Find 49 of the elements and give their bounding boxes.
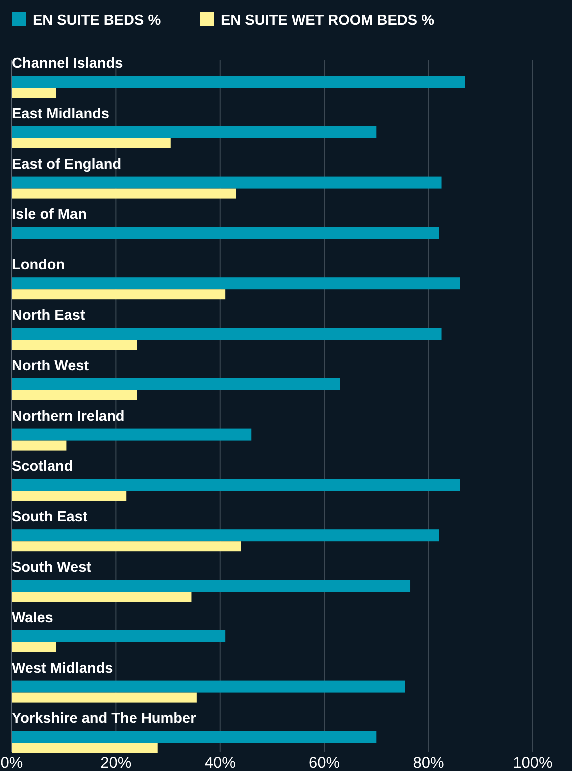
x-tick-label: 0% — [0, 755, 24, 771]
y-tick-label: East of England — [12, 156, 122, 173]
bar — [12, 390, 138, 400]
bar — [12, 88, 56, 98]
bar — [12, 580, 411, 592]
y-tick-label: South West — [12, 560, 92, 576]
bar — [12, 378, 340, 390]
y-tick-label: Yorkshire and The Humber — [12, 711, 197, 728]
y-tick-label: London — [12, 258, 66, 274]
bar — [12, 176, 442, 189]
y-tick-label: Channel Islands — [12, 56, 124, 72]
x-tick-label: 40% — [204, 755, 236, 771]
bar — [12, 138, 171, 148]
bar — [12, 692, 197, 703]
bar — [12, 428, 252, 441]
bar — [12, 680, 406, 693]
bar — [12, 278, 460, 290]
y-tick-label: South East — [12, 510, 88, 526]
bar — [12, 491, 127, 502]
y-tick-label: Scotland — [12, 459, 74, 476]
x-tick-label: 60% — [309, 755, 340, 771]
x-tick-label: 100% — [513, 755, 553, 771]
bar — [12, 530, 440, 542]
y-tick-label: East Midlands — [12, 106, 110, 122]
y-tick-label: Northern Ireland — [12, 408, 125, 425]
bar — [12, 731, 377, 744]
bar — [12, 126, 377, 138]
bar — [12, 440, 67, 451]
bar — [12, 630, 226, 642]
bar — [12, 340, 138, 350]
y-tick-label: North West — [12, 358, 90, 374]
bar — [12, 542, 242, 552]
x-tick-label: 80% — [413, 755, 444, 771]
legend-label: EN SUITE BEDS % — [33, 13, 162, 29]
legend-label: EN SUITE WET ROOM BEDS % — [221, 13, 435, 29]
bar — [12, 642, 56, 652]
bar — [12, 743, 158, 754]
bar — [12, 328, 442, 340]
bar — [12, 188, 236, 199]
bar — [12, 592, 192, 602]
y-tick-label: Isle of Man — [12, 207, 87, 224]
bar — [12, 479, 460, 492]
y-tick-label: West Midlands — [12, 660, 114, 677]
bar — [12, 227, 440, 240]
bar — [12, 76, 466, 88]
y-tick-label: North East — [12, 308, 86, 324]
y-tick-label: Wales — [12, 610, 54, 626]
x-tick-label: 20% — [100, 755, 132, 771]
bar — [12, 290, 226, 300]
